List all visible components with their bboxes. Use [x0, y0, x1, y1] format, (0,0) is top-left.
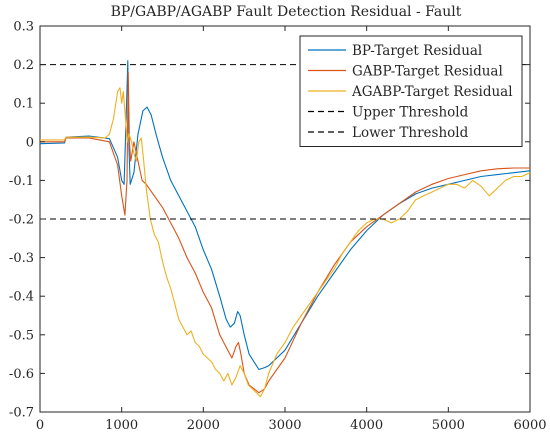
y-tick-label: -0.6: [9, 367, 34, 382]
legend-label-agabp-target-residual: AGABP-Target Residual: [351, 84, 513, 100]
x-tick-label: 4000: [350, 418, 383, 433]
y-tick-label: 0: [26, 135, 34, 150]
legend-label-upper-threshold: Upper Threshold: [352, 105, 469, 121]
y-tick-label: -0.4: [9, 290, 34, 305]
legend-label-lower-threshold: Lower Threshold: [352, 125, 469, 141]
y-tick-label: -0.3: [9, 251, 34, 266]
legend-label-gabp-target-residual: GABP-Target Residual: [352, 64, 503, 80]
axis-ticks: 0 1000 2000 3000 4000 5000 6000 0.3 0.2 0.1 0 -0.1 -…: [9, 20, 547, 434]
series-line-gabp-target-residual: [40, 71, 530, 394]
y-tick-label: -0.5: [9, 328, 34, 343]
series-line-agabp-target-residual: [40, 87, 531, 398]
y-tick-label: -0.1: [9, 174, 34, 189]
series-layer: [39, 60, 531, 398]
x-tick-label: 2000: [187, 418, 220, 433]
y-tick-label: 0.3: [13, 20, 34, 35]
y-tick-label: -0.2: [9, 213, 34, 228]
chart-title: BP/GABP/AGABP Fault Detection Residual -…: [111, 4, 462, 20]
x-tick-label: 5000: [432, 418, 465, 433]
x-tick-label: 0: [36, 418, 44, 433]
x-tick-label: 3000: [268, 418, 301, 433]
legend-label-bp-target-residual: BP-Target Residual: [352, 43, 482, 59]
legend: BP-Target Residual GABP-Target Residual AG…: [299, 35, 523, 147]
y-tick-label: 0.1: [13, 97, 34, 112]
y-tick-label: -0.7: [9, 406, 34, 421]
y-tick-label: 0.2: [13, 58, 34, 73]
x-tick-label: 1000: [105, 418, 138, 433]
x-tick-label: 6000: [513, 418, 546, 433]
